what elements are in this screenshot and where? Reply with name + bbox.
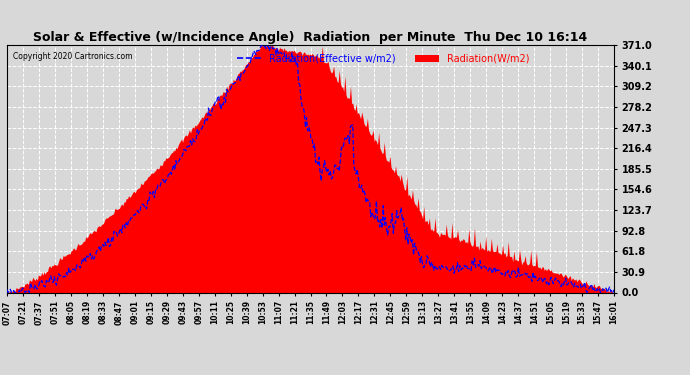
Text: Copyright 2020 Cartronics.com: Copyright 2020 Cartronics.com <box>13 53 132 62</box>
Title: Solar & Effective (w/Incidence Angle)  Radiation  per Minute  Thu Dec 10 16:14: Solar & Effective (w/Incidence Angle) Ra… <box>33 31 588 44</box>
Legend: Radiation(Effective w/m2), Radiation(W/m2): Radiation(Effective w/m2), Radiation(W/m… <box>233 50 533 68</box>
